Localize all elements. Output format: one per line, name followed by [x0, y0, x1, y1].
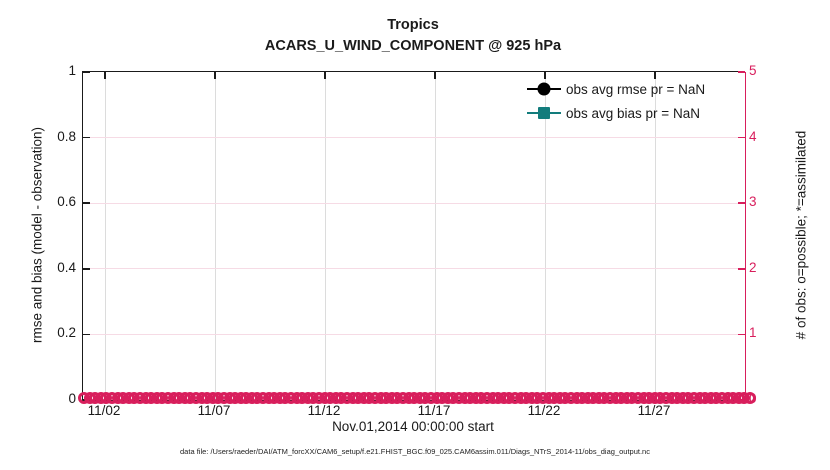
x-axis-tick-top	[654, 72, 656, 79]
vertical-gridline	[104, 72, 106, 400]
chart-subtitle: ACARS_U_WIND_COMPONENT @ 925 hPa	[264, 38, 562, 54]
x-tick-label: 11/02	[87, 403, 121, 418]
right-y-axis-label: # of obs: o=possible; *=assimilated	[793, 130, 809, 340]
legend-entry: obs avg bias pr = NaN	[527, 104, 700, 122]
left-axis-tick	[83, 136, 90, 139]
x-tick-label: 11/12	[307, 403, 341, 418]
x-axis-tick-top	[324, 72, 326, 79]
right-axis-tick	[738, 136, 745, 139]
legend-entry: obs avg rmse pr = NaN	[527, 80, 705, 98]
x-tick-label: 11/07	[197, 403, 231, 418]
right-axis-tick	[738, 333, 745, 336]
horizontal-gridline	[83, 333, 745, 335]
left-y-tick-label: 0	[68, 391, 76, 406]
right-y-tick-label: 2	[749, 259, 757, 275]
right-y-tick-label: 4	[749, 128, 757, 144]
horizontal-gridline	[83, 268, 745, 270]
left-y-axis-label: rmse and bias (model - observation)	[29, 126, 45, 344]
x-axis-tick-top	[214, 72, 216, 79]
left-axis-tick	[83, 202, 90, 204]
legend-label: obs avg bias pr = NaN	[566, 105, 700, 121]
x-axis-tick-top	[544, 72, 546, 79]
x-tick-label: 11/27	[637, 403, 671, 418]
left-axis-tick	[83, 333, 90, 336]
vertical-gridline	[434, 72, 436, 400]
x-axis-label: Nov.01,2014 00:00:00 start	[332, 419, 494, 434]
vertical-gridline	[324, 72, 326, 400]
left-y-tick-label: 0.8	[57, 128, 76, 144]
obs-count-marker	[744, 392, 756, 404]
x-axis-tick-top	[434, 72, 436, 79]
left-axis-tick	[83, 71, 90, 73]
x-tick-label: 11/22	[527, 403, 561, 418]
right-axis-tick	[738, 202, 745, 204]
data-file-caption: data file: /Users/raeder/DAI/ATM_forcXX/…	[180, 447, 650, 456]
right-axis-tick	[738, 71, 745, 73]
right-axis-spine	[744, 72, 746, 400]
left-y-tick-label: 0.4	[57, 259, 76, 275]
legend-line-sample	[527, 107, 561, 119]
legend-label: obs avg rmse pr = NaN	[566, 81, 706, 97]
legend-line-sample	[527, 82, 561, 96]
x-tick-label: 11/17	[417, 403, 451, 418]
horizontal-gridline	[83, 202, 745, 204]
left-y-tick-label: 0.2	[57, 325, 76, 341]
left-axis-tick	[83, 268, 90, 270]
horizontal-gridline	[83, 137, 745, 139]
vertical-gridline	[544, 72, 546, 400]
right-y-tick-label: 3	[749, 194, 757, 210]
x-axis-tick-top	[104, 72, 106, 79]
bias-square-marker	[538, 107, 550, 119]
vertical-gridline	[214, 72, 216, 400]
right-axis-tick	[738, 268, 745, 270]
right-y-tick-label: 5	[749, 63, 757, 78]
chart-title: Tropics	[387, 17, 439, 33]
right-y-tick-label: 1	[749, 325, 757, 341]
left-y-tick-label: 1	[68, 63, 76, 78]
rmse-circle-marker	[537, 82, 551, 96]
left-y-tick-label: 0.6	[57, 194, 76, 210]
vertical-gridline	[654, 72, 656, 400]
